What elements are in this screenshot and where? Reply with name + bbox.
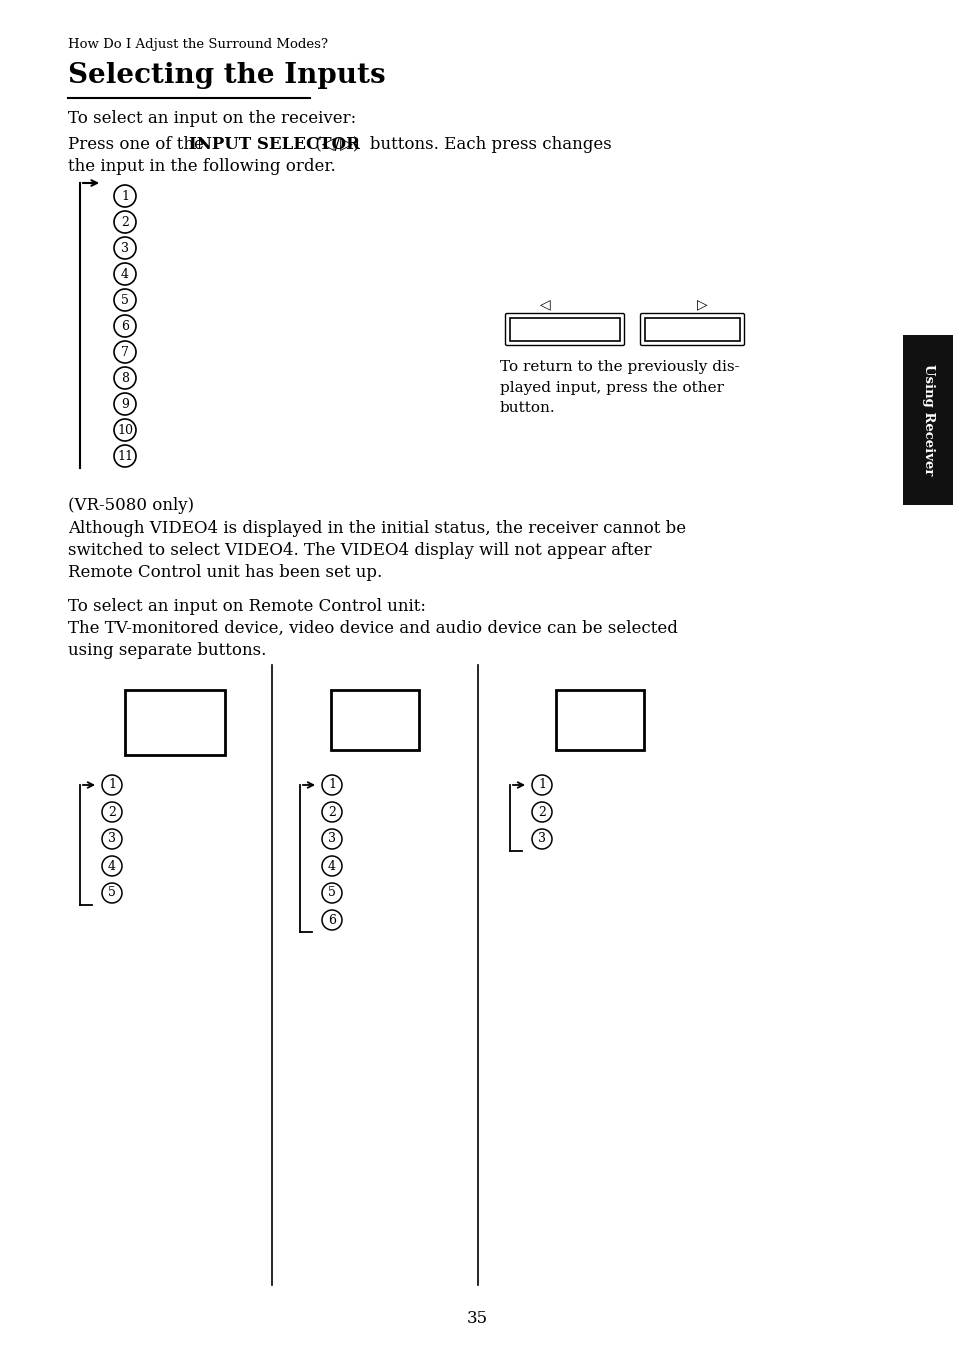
Text: 7: 7 (121, 346, 129, 359)
Circle shape (113, 264, 136, 285)
Text: Although VIDEO4 is displayed in the initial status, the receiver cannot be: Although VIDEO4 is displayed in the init… (68, 521, 685, 537)
Text: 9: 9 (121, 398, 129, 410)
Bar (331, 690, 418, 751)
Text: using separate buttons.: using separate buttons. (68, 642, 266, 659)
Bar (510, 317, 619, 342)
Text: Selecting the Inputs: Selecting the Inputs (68, 62, 385, 89)
Text: The TV-monitored device, video device and audio device can be selected: The TV-monitored device, video device an… (68, 620, 678, 638)
Circle shape (113, 315, 136, 338)
Circle shape (113, 186, 136, 207)
Text: Press one of the: Press one of the (68, 136, 209, 153)
Text: 5: 5 (121, 293, 129, 307)
Text: To select an input on Remote Control unit:: To select an input on Remote Control uni… (68, 599, 426, 615)
Circle shape (102, 802, 122, 822)
Text: 4: 4 (121, 268, 129, 281)
Text: INPUT SELECTOR: INPUT SELECTOR (189, 136, 359, 153)
Text: 10: 10 (117, 424, 132, 437)
Circle shape (102, 855, 122, 876)
Circle shape (532, 829, 552, 849)
Bar (644, 317, 740, 342)
Text: 4: 4 (328, 859, 335, 873)
Circle shape (322, 829, 341, 849)
Bar (125, 690, 225, 755)
Text: To return to the previously dis-
played input, press the other
button.: To return to the previously dis- played … (499, 360, 739, 416)
Text: 4: 4 (108, 859, 116, 873)
Circle shape (532, 802, 552, 822)
Text: ◁: ◁ (539, 297, 550, 311)
Text: 3: 3 (537, 833, 545, 846)
Circle shape (322, 802, 341, 822)
Text: 1: 1 (121, 190, 129, 203)
Bar (902, 335, 953, 504)
Circle shape (113, 367, 136, 389)
Circle shape (322, 855, 341, 876)
Circle shape (113, 445, 136, 467)
Circle shape (532, 775, 552, 795)
Text: 1: 1 (537, 779, 545, 791)
Text: To select an input on the receiver:: To select an input on the receiver: (68, 110, 355, 126)
Circle shape (102, 829, 122, 849)
Text: switched to select VIDEO4. The VIDEO4 display will not appear after: switched to select VIDEO4. The VIDEO4 di… (68, 542, 651, 560)
Text: 8: 8 (121, 371, 129, 385)
Text: 5: 5 (328, 886, 335, 900)
Text: 6: 6 (121, 320, 129, 332)
Text: the input in the following order.: the input in the following order. (68, 157, 335, 175)
Text: Using Receiver: Using Receiver (921, 364, 934, 476)
Circle shape (113, 237, 136, 260)
Text: 5: 5 (108, 886, 116, 900)
Circle shape (322, 911, 341, 929)
Text: How Do I Adjust the Surround Modes?: How Do I Adjust the Surround Modes? (68, 38, 328, 51)
Circle shape (113, 211, 136, 233)
Text: 2: 2 (537, 806, 545, 819)
Circle shape (322, 775, 341, 795)
Circle shape (322, 884, 341, 902)
Circle shape (102, 884, 122, 902)
Text: 6: 6 (328, 913, 335, 927)
Text: 1: 1 (328, 779, 335, 791)
Text: 11: 11 (117, 449, 132, 463)
Circle shape (113, 289, 136, 311)
Text: 1: 1 (108, 779, 116, 791)
Circle shape (113, 342, 136, 363)
Text: 3: 3 (328, 833, 335, 846)
Text: 3: 3 (108, 833, 116, 846)
Text: Remote Control unit has been set up.: Remote Control unit has been set up. (68, 564, 382, 581)
Text: 3: 3 (121, 242, 129, 254)
Text: (VR-5080 only): (VR-5080 only) (68, 498, 193, 514)
Circle shape (113, 420, 136, 441)
Text: 2: 2 (121, 215, 129, 229)
Text: 35: 35 (466, 1310, 487, 1328)
FancyBboxPatch shape (505, 313, 624, 346)
Text: (◁/▷)  buttons. Each press changes: (◁/▷) buttons. Each press changes (310, 136, 611, 153)
FancyBboxPatch shape (639, 313, 743, 346)
Bar (556, 690, 643, 751)
Text: ▷: ▷ (697, 297, 707, 311)
Circle shape (113, 393, 136, 416)
Text: 2: 2 (328, 806, 335, 819)
Circle shape (102, 775, 122, 795)
Text: 2: 2 (108, 806, 116, 819)
